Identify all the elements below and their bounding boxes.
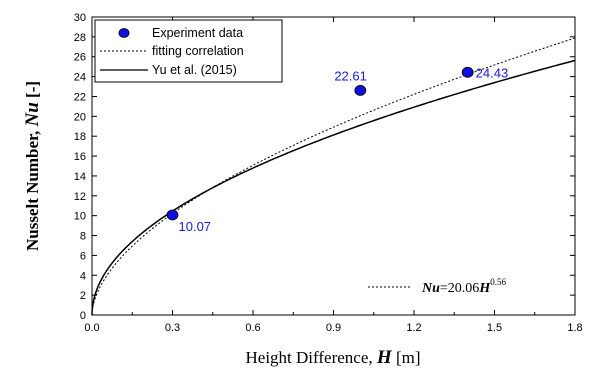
- y-tick-label: 26: [74, 52, 86, 64]
- annotation-nu-symbol: Nu: [421, 281, 440, 296]
- y-axis-title-unit: [-]: [23, 81, 42, 102]
- y-axis-title-prefix: Nusselt Number,: [23, 127, 42, 252]
- y-tick-label: 14: [74, 171, 86, 183]
- y-tick-label: 4: [80, 270, 86, 282]
- y-tick-label: 20: [74, 111, 86, 123]
- x-axis-title-symbol: H: [376, 347, 393, 368]
- annotation-equation: Nu=20.06H0.56: [421, 277, 506, 296]
- y-tick-label: 2: [80, 290, 86, 302]
- x-axis-title-unit: [m]: [392, 348, 421, 367]
- x-tick-label: 0.3: [165, 322, 180, 334]
- y-tick-label: 16: [74, 151, 86, 163]
- x-tick-label: 1.5: [487, 322, 502, 334]
- x-tick-label: 0.0: [84, 322, 99, 334]
- y-tick-label: 22: [74, 91, 86, 103]
- x-tick-label: 1.8: [567, 322, 582, 334]
- x-axis-title-prefix: Height Difference,: [246, 348, 377, 367]
- experiment-point: [461, 66, 474, 78]
- experiment-point-label: 22.61: [334, 68, 367, 83]
- experiment-point: [166, 209, 179, 221]
- fitting-correlation-curve: [91, 37, 576, 315]
- legend-label-experiment: Experiment data: [152, 26, 243, 40]
- correlation-annotation: Nu=20.06H0.56: [368, 277, 506, 296]
- experiment-point-label: 10.07: [179, 219, 212, 234]
- annotation-h-symbol: H: [478, 281, 491, 296]
- y-tick-label: 0: [80, 310, 86, 322]
- experiment-point: [354, 85, 367, 96]
- x-tick-label: 0.9: [326, 322, 341, 334]
- y-tick-label: 18: [74, 131, 86, 143]
- y-tick-label: 8: [80, 231, 86, 243]
- y-tick-label: 28: [74, 32, 86, 44]
- x-tick-label: 1.2: [406, 322, 421, 334]
- legend-marker-experiment: [118, 28, 130, 38]
- y-tick-label: 6: [80, 250, 86, 262]
- y-tick-label: 12: [74, 191, 86, 203]
- annotation-coefficient: =20.06: [440, 281, 479, 296]
- legend: Experiment data fitting correlation Yu e…: [94, 19, 283, 83]
- legend-label-fitting: fitting correlation: [152, 44, 244, 58]
- y-axis-title-symbol: Nu: [22, 102, 43, 127]
- x-tick-label: 0.6: [245, 322, 260, 334]
- y-tick-label: 24: [74, 72, 86, 84]
- y-tick-label: 10: [74, 211, 86, 223]
- experiment-point-label: 24.43: [476, 65, 509, 80]
- annotation-exponent: 0.56: [490, 277, 506, 287]
- experiment-points: 10.07 22.61 24.43: [166, 65, 509, 234]
- legend-label-yu: Yu et al. (2015): [152, 63, 237, 77]
- y-axis-title: Nusselt Number, Nu [-]: [22, 81, 43, 251]
- x-axis-title: Height Difference, H [m]: [246, 347, 421, 368]
- y-tick-label: 30: [74, 12, 86, 24]
